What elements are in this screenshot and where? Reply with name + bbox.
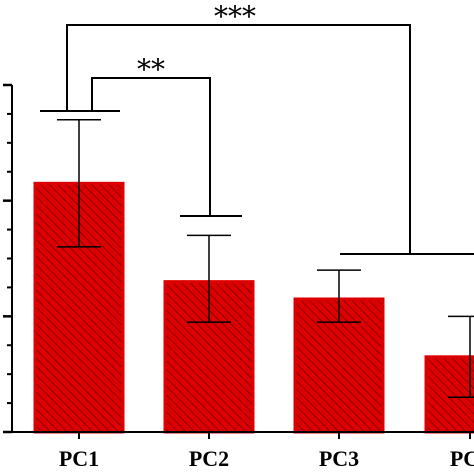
- bar-pc4: [424, 355, 474, 434]
- significance-label-1: **: [137, 53, 165, 86]
- x-tick-label: PC4: [450, 446, 474, 471]
- x-tick-label: PC2: [189, 446, 229, 471]
- x-tick-label: PC3: [319, 446, 359, 471]
- x-tick-label: PC1: [59, 446, 99, 471]
- significance-bracket-1: **: [40, 53, 242, 217]
- significance-label-2: ***: [214, 0, 256, 33]
- bracket-1-path: [91, 77, 211, 215]
- significance-bracket-2: ***: [66, 0, 474, 255]
- y-axis: [3, 83, 13, 434]
- error-bar-pc3: [317, 269, 361, 323]
- error-bar-pc2: [187, 234, 231, 323]
- error-bars-group: [57, 118, 474, 399]
- bracket-2-path: [66, 24, 411, 254]
- y-ticks-group: [3, 83, 12, 434]
- error-bar-pc4: [448, 315, 474, 399]
- error-bar-pc1: [57, 118, 101, 248]
- x-ticks-group: PC1 PC2 PC3 PC4: [59, 432, 474, 471]
- bars-group: [33, 181, 474, 434]
